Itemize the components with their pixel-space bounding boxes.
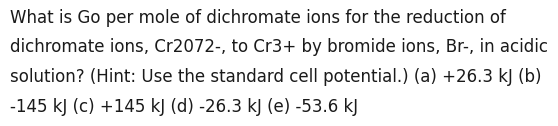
Text: -145 kJ (c) +145 kJ (d) -26.3 kJ (e) -53.6 kJ: -145 kJ (c) +145 kJ (d) -26.3 kJ (e) -53… [10, 98, 358, 116]
Text: What is Go per mole of dichromate ions for the reduction of: What is Go per mole of dichromate ions f… [10, 9, 506, 27]
Text: dichromate ions, Cr2072-, to Cr3+ by bromide ions, Br-, in acidic: dichromate ions, Cr2072-, to Cr3+ by bro… [10, 38, 548, 56]
Text: solution? (Hint: Use the standard cell potential.) (a) +26.3 kJ (b): solution? (Hint: Use the standard cell p… [10, 68, 542, 86]
